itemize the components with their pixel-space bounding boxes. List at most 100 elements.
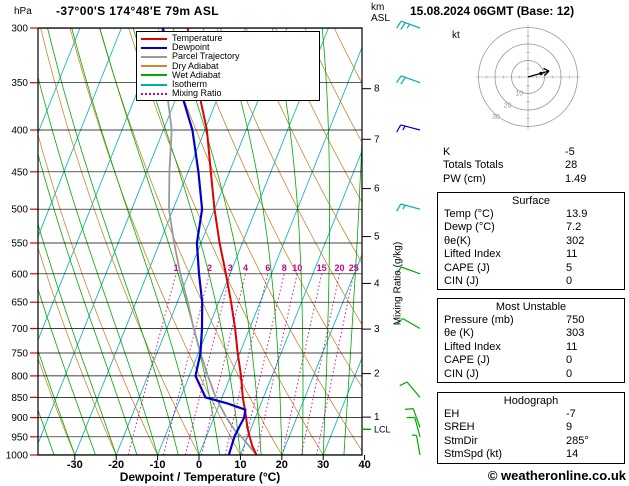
mixing-ratio-value: 15: [317, 263, 327, 273]
stat-value: 1.49: [565, 172, 587, 185]
wind-barb-flag: [404, 408, 414, 410]
km-tick-label: 6: [374, 184, 380, 195]
km-label: km: [371, 2, 385, 13]
mixing-ratio-value: 3: [228, 263, 233, 273]
stat-value: -7: [566, 408, 576, 420]
dry-adiabat-line-sample: [141, 65, 167, 68]
stat-label: K: [443, 146, 451, 158]
stat-label: Lifted Index: [444, 340, 501, 353]
stat-row-surface-cape: CAPE (J) 5: [438, 262, 624, 275]
legend-item-dewpoint: Dewpoint: [141, 43, 319, 52]
datetime-title: 15.08.2024 06GMT (Base: 12): [410, 4, 575, 18]
wind-barb-flag: [396, 75, 402, 84]
temperature-line-sample: [141, 37, 167, 40]
stat-label: StmSpd (kt): [444, 448, 503, 461]
lcl-label: LCL: [374, 424, 391, 434]
wind-barb-flag: [396, 318, 404, 325]
stat-row-sreh: SREH 9: [438, 421, 624, 434]
dry-adiabat-line: [275, 28, 362, 204]
wind-barb-flag: [400, 22, 406, 30]
km-tick-label: 1: [374, 412, 380, 423]
stat-label: StmDir: [444, 434, 478, 447]
isotherm-line: [38, 28, 164, 342]
isotherm-line-sample: [141, 83, 167, 86]
km-tick-label: 3: [374, 324, 380, 335]
wind-barb-halfflag: [402, 125, 406, 131]
mixing-ratio-line: [242, 273, 285, 455]
dewpoint-trace: [161, 28, 247, 455]
wind-barb-halfflag: [402, 204, 406, 210]
parcel-trace: [161, 28, 258, 455]
copyright: © weatheronline.co.uk: [487, 468, 626, 483]
stat-row-surface-dewp: Dewp (°C) 7.2: [438, 221, 624, 234]
km-tick-label: 8: [374, 84, 380, 95]
km-tick-label: 5: [374, 232, 380, 243]
stat-value: 28: [565, 159, 578, 172]
dry-adiabat-line: [38, 357, 76, 455]
wind-barb: [400, 203, 421, 210]
km-tick-label: 2: [374, 369, 380, 380]
station-title: -37°00'S 174°48'E 79m ASL: [56, 4, 219, 18]
indices-table: K -5 Totals Totals 28 PW (cm) 1.49: [437, 146, 625, 186]
pressure-tick-label: 300: [11, 24, 28, 35]
stat-value: 9: [566, 421, 573, 434]
wind-barb: [402, 317, 421, 330]
stat-row-mu-lifted-index: Lifted Index 11: [438, 341, 624, 354]
stat-row-surface-temp: Temp (°C) 13.9: [438, 208, 624, 221]
dewpoint-line-sample: [141, 46, 167, 49]
mixing-ratio-line: [255, 273, 298, 455]
chart-frame: [30, 20, 580, 460]
wind-barb: [406, 381, 421, 398]
hodograph-stats-table: Hodograph EH -7 SREH 9 StmDir 285° StmSpd (…: [437, 392, 625, 464]
legend-item-isotherm: Isotherm: [141, 80, 319, 89]
parcel-line-sample: [141, 55, 167, 58]
isotherm-line: [240, 149, 362, 455]
asl-label: ASL: [371, 13, 390, 24]
stat-label: CIN (J): [444, 274, 479, 287]
stat-label: CAPE (J): [444, 354, 490, 367]
stat-row-mu-thetae: θe (K) 303: [438, 327, 624, 340]
stat-row-surface-thetae: θe(K) 302: [438, 235, 624, 248]
mixing-ratio-line: [127, 273, 177, 455]
mixing-ratio-value: 4: [243, 263, 248, 273]
stat-row-eh: EH -7: [438, 408, 624, 421]
stat-value: 303: [566, 327, 585, 340]
legend-item-wet-adiabat: Wet Adiabat: [141, 70, 319, 80]
stat-value: 5: [566, 261, 573, 274]
wind-barb-flag: [399, 381, 408, 387]
chart-axis-labels: 1 2 3 4 6 8 10 15 20 2530035040045050055060065070…: [6, 24, 523, 472]
temp-tick-label: 20: [276, 459, 288, 471]
wind-barb: [400, 20, 421, 29]
mixing-ratio-value: 1: [174, 263, 179, 273]
pressure-tick-label: 900: [11, 413, 28, 424]
isotherm-line: [198, 46, 362, 455]
most-unstable-section-title: Most Unstable: [495, 301, 567, 313]
stat-label: Lifted Index: [444, 248, 501, 261]
wind-barb: [414, 417, 421, 437]
hodograph-ring-label: 10: [515, 91, 523, 98]
pressure-tick-label: 550: [11, 238, 28, 249]
pressure-tick-label: 1000: [6, 451, 29, 462]
legend-item-parcel: Parcel Trajectory: [141, 52, 319, 61]
isotherm-line: [322, 356, 362, 455]
wet-adiabat-line: [38, 349, 76, 455]
mixing-ratio-value: 25: [349, 263, 359, 273]
pressure-tick-label: 350: [11, 78, 28, 89]
stat-row-surface-lifted-index: Lifted Index 11: [438, 248, 624, 261]
plot-border: [37, 27, 363, 456]
altitude-axis-unit: km ASL: [371, 2, 390, 24]
km-tick-label: 7: [374, 134, 380, 145]
surface-stats-table: Surface Temp (°C) 13.9 Dewp (°C) 7.2 θe(K)…: [437, 192, 625, 291]
stat-row-stmspd: StmSpd (kt) 14: [438, 448, 624, 461]
mixing-ratio-value: 20: [335, 263, 345, 273]
stat-label: Temp (°C): [444, 208, 494, 220]
stat-value: 11: [566, 248, 578, 261]
stat-row-k-index: K -5: [437, 146, 625, 159]
hodograph-vector-arrow: [544, 70, 550, 76]
legend: Temperature Dewpoint Parcel Trajectory D…: [136, 31, 320, 102]
mixing-ratio-value: 6: [265, 263, 270, 273]
storm-motion-dot: [539, 71, 543, 76]
stat-row-mu-pressure: Pressure (mb) 750: [438, 314, 624, 327]
hodograph-ring-label: 20: [504, 102, 512, 109]
temp-tick-label: -30: [67, 459, 83, 471]
